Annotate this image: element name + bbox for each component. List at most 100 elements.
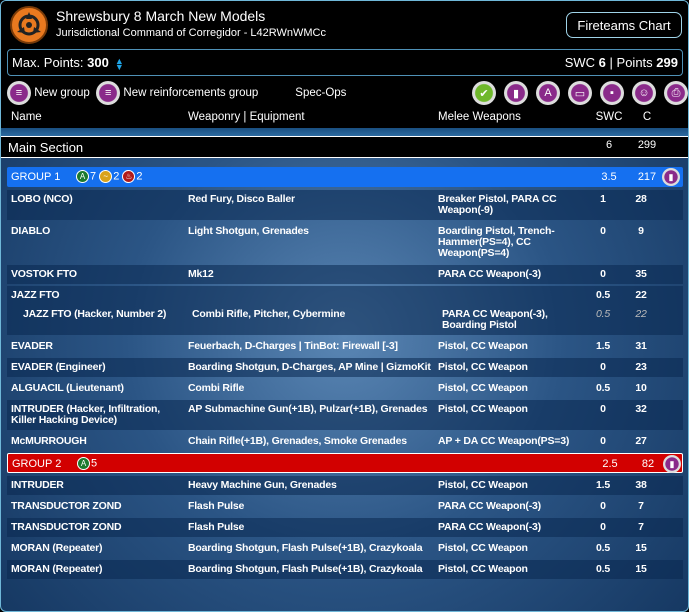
trooper-name: INTRUDER (11, 479, 64, 491)
trooper-name: EVADER (Engineer) (11, 361, 106, 373)
trooper-weap: Mk12 (188, 268, 214, 280)
trooper-melee: PARA CC Weapon(-3), Boarding Pistol (442, 308, 548, 331)
group-swc: 2.5 (602, 458, 618, 470)
trooper-c: 31 (635, 340, 647, 352)
trooper-row[interactable]: TRANSDUCTOR ZOND Flash Pulse PARA CC Weapo… (7, 518, 683, 537)
trooper-c: 32 (635, 403, 647, 415)
trooper-weap: Flash Pulse (188, 521, 245, 533)
action-icons: ✔ ▮ A ▭ ▪ ☺ ⎙ (472, 81, 688, 105)
trooper-melee: Pistol, CC Weapon (438, 403, 528, 415)
trooper-row[interactable]: DIABLO Light Shotgun, Grenades Boarding Pi… (7, 222, 683, 263)
delete-group-icon[interactable]: ▮ (663, 455, 681, 473)
group-c: 82 (641, 458, 655, 470)
list-subtitle: Jurisdictional Command of Corregidor - L… (56, 27, 326, 39)
trooper-melee: PARA CC Weapon(-3) (438, 268, 541, 280)
trooper-row[interactable]: JAZZ FTO 0.5 22 (7, 286, 683, 305)
trooper-row[interactable]: INTRUDER Heavy Machine Gun, Grenades Pisto… (7, 476, 683, 495)
trooper-name: JAZZ FTO (Hacker, Number 2) (23, 308, 167, 320)
regular-order-count: 5 (91, 457, 98, 470)
trooper-name: TRANSDUCTOR ZOND (11, 500, 122, 512)
points-stepper-icon[interactable]: ▲ ▼ (114, 55, 124, 72)
trooper-weap: Feuerbach, D-Charges | TinBot: Firewall … (188, 340, 398, 352)
group-c: 217 (637, 171, 657, 183)
trooper-melee: Pistol, CC Weapon (438, 479, 528, 491)
points-value: 299 (656, 55, 678, 70)
trash-icon[interactable]: ▮ (504, 81, 528, 105)
trooper-row[interactable]: McMURROUGH Chain Rifle(+1B), Grenades, Sm… (7, 432, 683, 451)
trooper-melee: Pistol, CC Weapon (438, 542, 528, 554)
swc-label: SWC (564, 55, 596, 70)
trooper-name: VOSTOK FTO (11, 268, 77, 280)
trooper-weap: Light Shotgun, Grenades (188, 225, 309, 237)
smiley-icon[interactable]: ☺ (632, 81, 656, 105)
chat-icon[interactable]: ▭ (568, 81, 592, 105)
faction-logo (10, 6, 48, 44)
trooper-swc: 0.5 (596, 542, 610, 554)
trooper-name: TRANSDUCTOR ZOND (11, 521, 122, 533)
trooper-subrow[interactable]: JAZZ FTO (Hacker, Number 2) Combi Rifle, … (7, 305, 683, 335)
trooper-c: 10 (635, 382, 647, 394)
fireteams-chart-button[interactable]: Fireteams Chart (566, 12, 682, 38)
trooper-row[interactable]: EVADER (Engineer) Boarding Shotgun, D-Cha… (7, 358, 683, 377)
regular-order-icon: A (76, 170, 89, 183)
col-weapons: Weaponry | Equipment (188, 111, 305, 123)
trooper-c: 38 (635, 479, 647, 491)
new-reinforcements-icon[interactable]: ≡ (96, 81, 121, 105)
new-group-icon[interactable]: ≡ (7, 81, 31, 105)
save-icon[interactable]: ▪ (600, 81, 624, 105)
points-label: Points (616, 55, 653, 70)
trooper-swc: 0 (600, 435, 606, 447)
trooper-melee: Boarding Pistol, Trench-Hammer(PS=4), CC… (438, 225, 555, 259)
spec-ops-button[interactable]: Spec-Ops (295, 87, 347, 99)
validate-icon[interactable]: ✔ (472, 81, 496, 105)
new-group-button[interactable]: New group (34, 87, 90, 99)
trooper-row[interactable]: MORAN (Repeater) Boarding Shotgun, Flash … (7, 539, 683, 558)
trooper-melee: PARA CC Weapon(-3) (438, 500, 541, 512)
infinity-army-icon[interactable]: A (536, 81, 560, 105)
trooper-melee (438, 290, 583, 301)
trooper-c: 22 (635, 308, 647, 320)
trooper-name: ALGUACIL (Lieutenant) (11, 382, 124, 394)
trooper-c: 9 (638, 225, 644, 237)
trooper-melee: PARA CC Weapon(-3) (438, 521, 541, 533)
trooper-weap: Red Fury, Disco Baller (188, 193, 295, 205)
trooper-c: 22 (635, 289, 647, 301)
trooper-weap: Boarding Shotgun, Flash Pulse(+1B), Craz… (188, 542, 423, 554)
group-swc: 3.5 (601, 171, 617, 183)
list-title: Shrewsbury 8 March New Models (56, 8, 266, 24)
trooper-name: McMURROUGH (11, 435, 87, 447)
trooper-row[interactable]: INTRUDER (Hacker, Infiltration, Killer H… (7, 400, 683, 430)
new-reinforcements-button[interactable]: New reinforcements group (123, 87, 259, 99)
main-swc: 6 (605, 139, 613, 151)
trooper-name: JAZZ FTO (11, 289, 60, 301)
trooper-swc: 1 (600, 193, 606, 205)
main-c: 299 (637, 139, 657, 151)
trooper-swc: 0 (600, 225, 606, 237)
trooper-swc: 0 (600, 403, 606, 415)
trooper-swc: 0 (600, 361, 606, 373)
col-c: C (642, 111, 652, 123)
trooper-row[interactable]: EVADER Feuerbach, D-Charges | TinBot: Fir… (7, 337, 683, 356)
trooper-row[interactable]: TRANSDUCTOR ZOND Flash Pulse PARA CC Weapo… (7, 497, 683, 516)
trooper-name: INTRUDER (Hacker, Infiltration, Killer H… (11, 403, 160, 426)
trooper-row[interactable]: ALGUACIL (Lieutenant) Combi Rifle Pistol, … (7, 379, 683, 398)
irregular-order-count: 2 (113, 170, 120, 183)
trooper-weap: Boarding Shotgun, Flash Pulse(+1B), Craz… (188, 563, 423, 575)
trooper-c: 7 (638, 521, 644, 533)
column-headers: Name Weaponry | Equipment Melee Weapons … (1, 111, 688, 127)
trooper-weap: Combi Rifle, Pitcher, Cybermine (192, 308, 346, 320)
print-icon[interactable]: ⎙ (664, 81, 688, 105)
trooper-row[interactable]: LOBO (NCO) Red Fury, Disco Baller Breaker … (7, 190, 683, 220)
trooper-row[interactable]: MORAN (Repeater) Boarding Shotgun, Flash … (7, 560, 683, 579)
col-swc: SWC (595, 111, 623, 123)
trooper-swc: 0.5 (596, 308, 610, 320)
trooper-row[interactable]: VOSTOK FTO Mk12 PARA CC Weapon(-3) 0 35 (7, 265, 683, 284)
trooper-weap: Flash Pulse (188, 500, 245, 512)
toolbar: ≡ New group ≡ New reinforcements group S… (7, 81, 346, 105)
max-points-value: 300 (87, 55, 109, 70)
delete-group-icon[interactable]: ▮ (662, 168, 680, 186)
